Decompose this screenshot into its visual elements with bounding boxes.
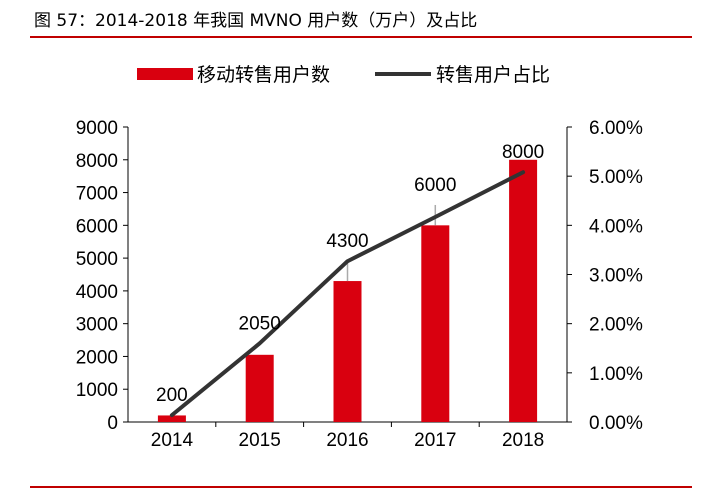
bar-2016 (333, 281, 362, 422)
data-label: 6000 (414, 175, 456, 196)
left-tick-label: 9000 (76, 118, 118, 139)
bottom-divider (30, 486, 692, 488)
legend-bar-swatch (137, 68, 193, 80)
data-label: 8000 (502, 142, 544, 163)
x-tick-label: 2017 (414, 430, 456, 451)
right-tick-label: 2.00% (589, 315, 643, 336)
left-tick-label: 1000 (76, 380, 118, 401)
left-tick-label: 0 (107, 413, 118, 434)
right-tick-label: 0.00% (589, 413, 643, 434)
left-tick-label: 4000 (76, 282, 118, 303)
x-tick-label: 2016 (326, 430, 368, 451)
left-tick-label: 5000 (76, 249, 118, 270)
bar-2015 (245, 354, 274, 422)
x-tick-label: 2015 (239, 430, 281, 451)
bar-2014 (157, 415, 186, 422)
bar-2017 (421, 225, 450, 422)
left-tick-label: 3000 (76, 315, 118, 336)
title-divider (30, 36, 692, 38)
data-label: 200 (156, 385, 188, 406)
data-label: 4300 (326, 231, 368, 252)
bar-2018 (509, 159, 538, 422)
right-tick-label: 3.00% (589, 266, 643, 287)
left-tick-label: 2000 (76, 347, 118, 368)
left-tick-label: 7000 (76, 184, 118, 205)
right-tick-label: 1.00% (589, 364, 643, 385)
x-tick-label: 2014 (151, 430, 194, 451)
right-tick-label: 6.00% (589, 118, 643, 139)
right-tick-label: 5.00% (589, 167, 643, 188)
legend-line-label: 转售用户占比 (436, 64, 550, 86)
x-tick-label: 2018 (502, 430, 544, 451)
legend-bar-label: 移动转售用户数 (197, 64, 330, 86)
left-tick-label: 6000 (76, 216, 118, 237)
figure-title: 图 57：2014-2018 年我国 MVNO 用户数（万户）及占比 (34, 11, 478, 31)
right-tick-label: 4.00% (589, 216, 643, 237)
data-label: 2050 (239, 313, 281, 334)
left-tick-label: 8000 (76, 151, 118, 172)
